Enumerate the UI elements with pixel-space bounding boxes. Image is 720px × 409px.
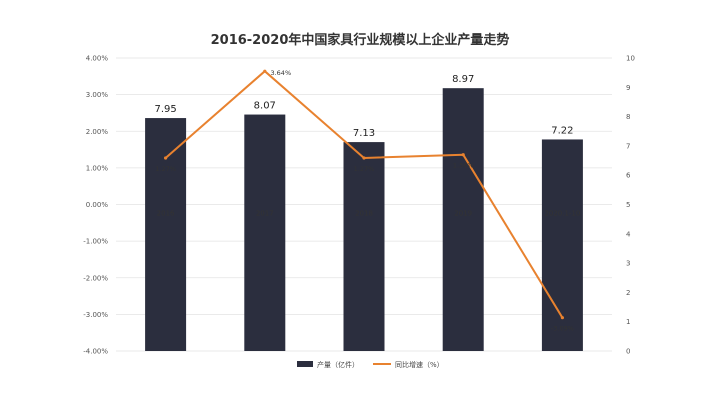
line-value-label: -3.09% [551, 325, 574, 333]
line-point [461, 153, 465, 157]
category-label: 2018 [355, 210, 373, 218]
bar-value-label: 8.97 [452, 74, 474, 85]
line-series: 1.27% 3.64% 1.27% 1.36% -3.09% [155, 69, 574, 332]
bar-value-label: 7.95 [154, 104, 176, 115]
line-value-label: 1.36% [453, 162, 474, 170]
line-value-label: 1.27% [155, 165, 176, 173]
bar-value-label: 7.13 [353, 128, 375, 139]
line-value-label: 1.27% [354, 165, 375, 173]
left-tick-label: -3.00% [83, 311, 108, 319]
line-point [263, 69, 267, 73]
right-tick-label: 0 [626, 348, 630, 356]
legend: 产量（亿件） 同比增速（%） [297, 360, 444, 369]
left-tick-label: 1.00% [86, 164, 109, 172]
category-label: 2019 [454, 210, 472, 218]
bar-value-label: 7.22 [551, 125, 573, 136]
right-tick-label: 4 [626, 230, 631, 238]
left-tick-label: -1.00% [83, 238, 108, 246]
bar [145, 118, 187, 351]
left-tick-label: -2.00% [83, 274, 108, 282]
legend-label-bar: 产量（亿件） [317, 360, 359, 369]
right-tick-label: 1 [626, 318, 630, 326]
right-tick-label: 3 [626, 260, 630, 268]
right-tick-label: 7 [626, 142, 630, 150]
right-tick-label: 10 [626, 55, 635, 63]
category-label: 2017 [256, 210, 274, 218]
line-value-label: 3.64% [270, 69, 291, 77]
category-label: 2016 [157, 210, 175, 218]
left-tick-label: -4.00% [83, 348, 108, 356]
left-tick-label: 4.00% [86, 55, 109, 63]
left-tick-label: 2.00% [86, 128, 109, 136]
bar [244, 114, 286, 351]
line-point [560, 316, 565, 320]
line-point [362, 156, 366, 160]
category-label: 2020.1-10 [544, 210, 580, 218]
legend-swatch-bar [297, 361, 313, 367]
legend-label-line: 同比增速（%） [395, 360, 444, 369]
right-tick-label: 8 [626, 113, 630, 121]
bar [343, 142, 385, 351]
right-tick-label: 2 [626, 289, 630, 297]
bar [442, 88, 484, 351]
left-tick-label: 0.00% [86, 201, 109, 209]
left-tick-label: 3.00% [86, 91, 109, 99]
bar-value-label: 8.07 [254, 101, 276, 112]
right-tick-label: 6 [626, 172, 631, 180]
line-point [164, 156, 168, 160]
left-axis-ticks: 4.00% 3.00% 2.00% 1.00% 0.00% -1.00% -2.00% -3.… [83, 55, 108, 356]
chart-title: 2016-2020年中国家具行业规模以上企业产量走势 [211, 32, 510, 48]
bar [541, 139, 583, 351]
bar-series: 7.95 2016 8.07 2017 7.13 2018 8.97 2019 7.22 2020… [145, 74, 583, 351]
right-tick-label: 5 [626, 201, 630, 209]
right-tick-label: 9 [626, 84, 630, 92]
